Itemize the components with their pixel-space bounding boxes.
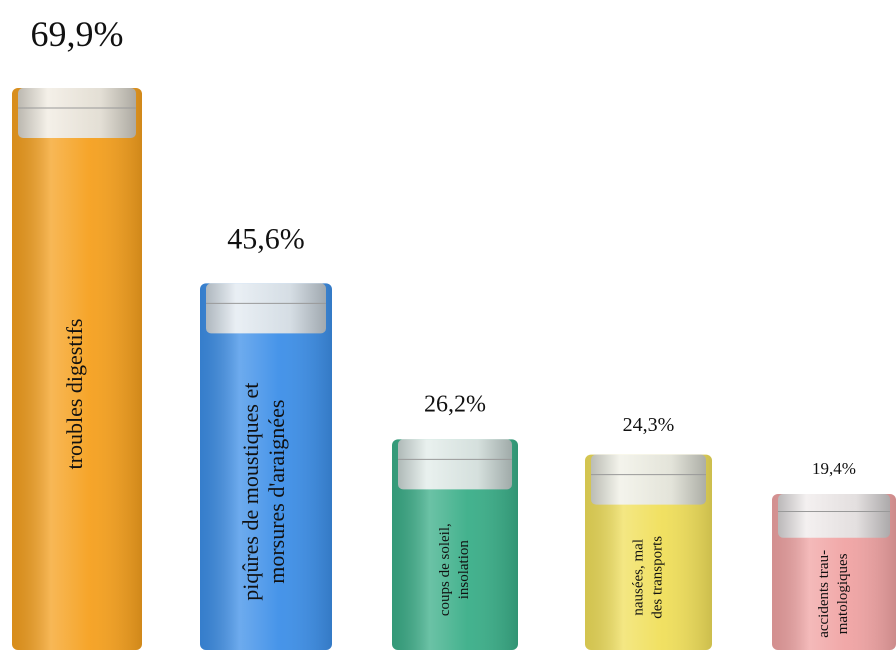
bar-shine: [12, 88, 142, 650]
tube-cap: [18, 88, 136, 139]
value-label: 45,6%: [227, 222, 305, 255]
value-label: 26,2%: [424, 391, 486, 417]
category-label: accidents trau-: [816, 550, 832, 638]
tube-cap: [778, 494, 890, 538]
value-label: 69,9%: [31, 14, 124, 54]
value-label: 24,3%: [623, 414, 675, 436]
category-label: insolation: [456, 540, 472, 600]
category-label: piqûres de moustiques et: [238, 383, 263, 601]
category-label: matologiques: [835, 553, 851, 634]
category-label: nausées, mal: [630, 539, 646, 616]
tube-cap: [591, 454, 706, 505]
bar-shine: [200, 283, 332, 650]
category-label: coups de soleil,: [437, 523, 453, 616]
category-label: troubles digestifs: [62, 319, 87, 470]
category-label: des transports: [649, 536, 665, 619]
tube-cap: [398, 439, 512, 490]
bar-shine: [392, 439, 518, 650]
category-label: morsures d'araignées: [264, 400, 289, 584]
tube-cap: [206, 283, 326, 334]
value-label: 19,4%: [812, 459, 856, 478]
